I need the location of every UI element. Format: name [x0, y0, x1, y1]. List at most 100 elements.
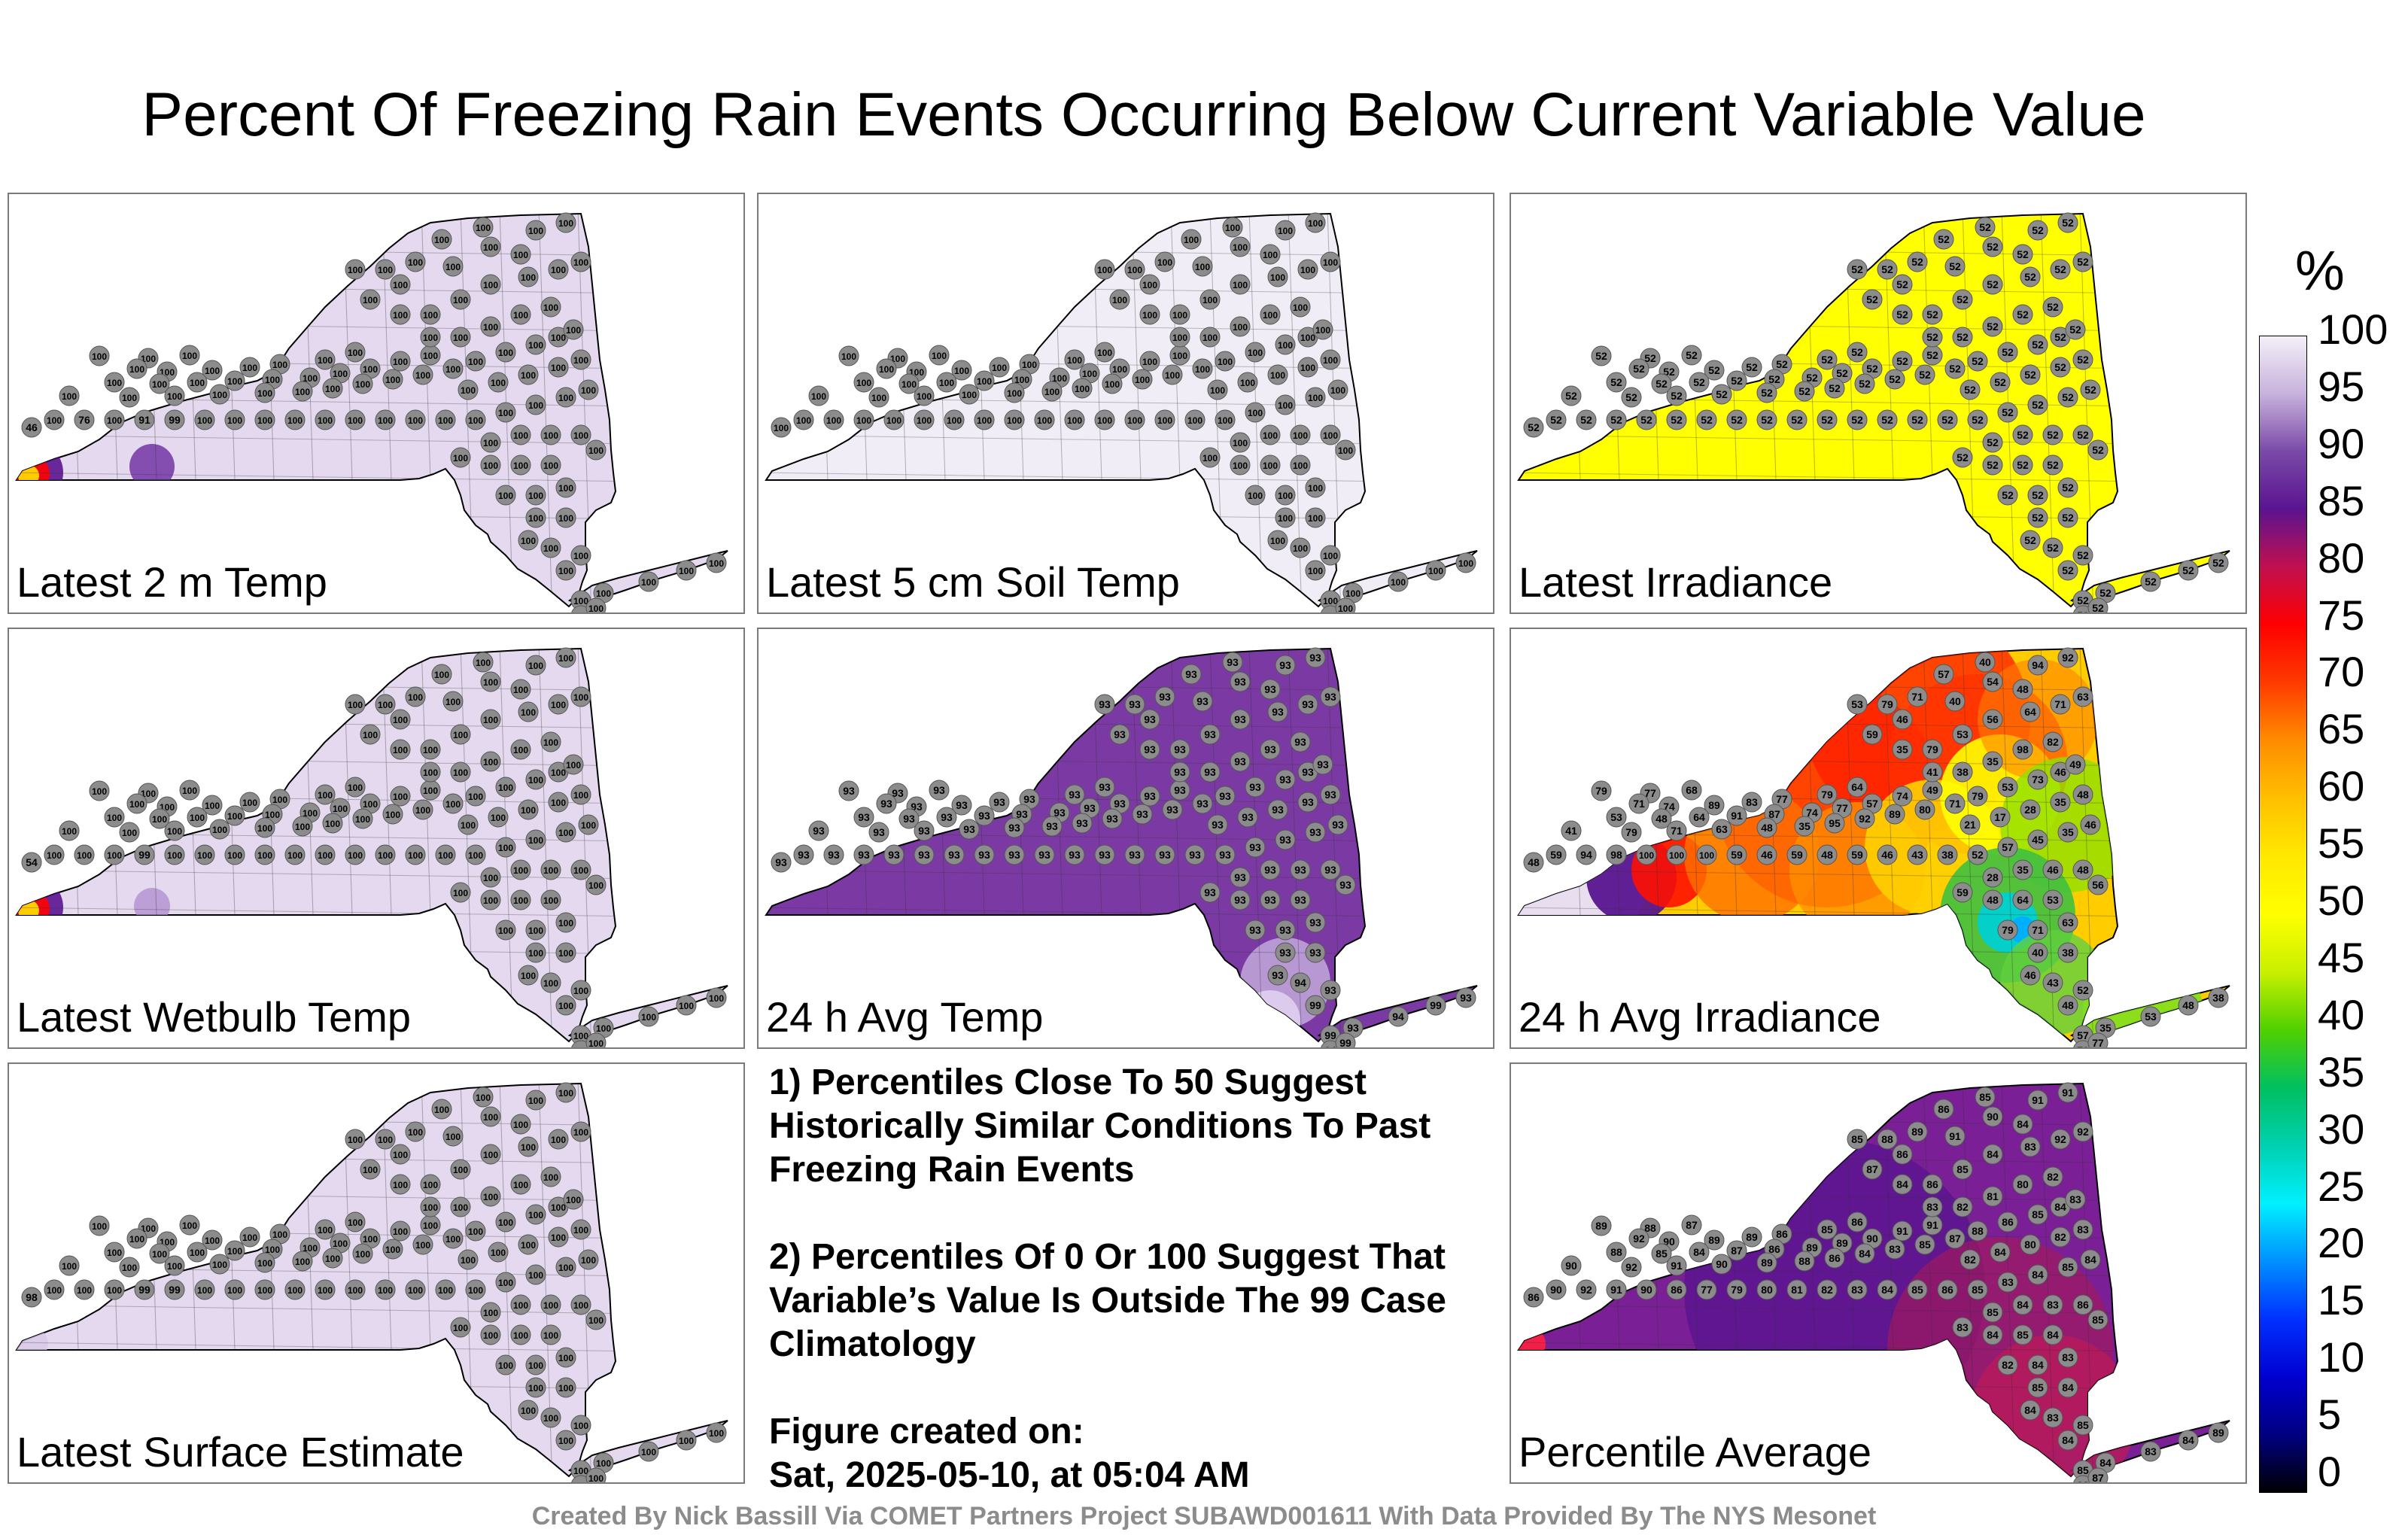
station-marker — [1982, 454, 2003, 476]
station-value: 100 — [551, 700, 566, 710]
station-value: 100 — [513, 1180, 528, 1190]
station-marker — [929, 780, 950, 801]
station-value: 71 — [1911, 691, 1923, 703]
station-value: 100 — [856, 378, 871, 388]
station-marker — [412, 799, 433, 820]
station-value: 52 — [2002, 346, 2014, 358]
station-value: 100 — [558, 653, 573, 664]
station-value: 100 — [543, 1330, 558, 1341]
station-marker — [2042, 1294, 2063, 1315]
station-marker — [420, 327, 441, 348]
station-value: 100 — [318, 1285, 333, 1296]
station-value: 38 — [2062, 947, 2074, 959]
station-value: 100 — [92, 786, 107, 797]
station-value: 93 — [1144, 790, 1156, 802]
station-marker — [1139, 709, 1160, 730]
station-marker — [929, 345, 950, 366]
station-value: 100 — [513, 895, 528, 906]
station-marker — [808, 820, 829, 841]
panel-label: Latest 2 m Temp — [17, 558, 327, 606]
station-value: 79 — [2002, 924, 2014, 936]
station-value: 89 — [1595, 1220, 1607, 1232]
station-marker — [2057, 822, 2078, 843]
station-value: 100 — [566, 325, 581, 336]
station-marker — [1245, 342, 1266, 363]
station-value: 100 — [468, 415, 483, 426]
station-value: 100 — [1075, 384, 1090, 394]
station-value: 100 — [596, 1023, 611, 1034]
station-value: 100 — [573, 611, 588, 612]
station-value: 71 — [1633, 798, 1645, 810]
station-marker — [548, 357, 569, 378]
station-marker — [570, 1121, 591, 1142]
station-marker — [1523, 1287, 1544, 1308]
station-value: 100 — [573, 692, 588, 703]
station-marker — [898, 373, 920, 394]
station-marker — [1267, 530, 1288, 551]
station-value: 91 — [1926, 1219, 1938, 1231]
station-value: 100 — [295, 387, 310, 397]
station-marker — [1305, 942, 1326, 963]
station-value: 100 — [434, 1105, 449, 1115]
station-marker — [21, 417, 42, 438]
station-value: 93 — [1129, 849, 1141, 861]
station-value: 100 — [303, 808, 318, 819]
station-marker — [898, 808, 920, 829]
county-line — [766, 944, 1477, 956]
station-value: 89 — [1708, 1234, 1720, 1246]
station-value: 100 — [573, 1421, 588, 1431]
station-marker — [540, 424, 561, 445]
station-value: 52 — [1806, 372, 1818, 384]
station-value: 93 — [798, 849, 810, 861]
station-marker — [1907, 844, 1928, 865]
station-marker — [2057, 647, 2078, 668]
station-value: 52 — [1821, 354, 1833, 366]
station-value: 84 — [1859, 1248, 1871, 1260]
station-value: 100 — [558, 828, 573, 838]
station-value: 100 — [483, 1192, 498, 1202]
station-marker — [540, 889, 561, 910]
station-value: 100 — [1142, 310, 1157, 321]
station-value: 52 — [1640, 414, 1652, 426]
station-marker — [570, 1294, 591, 1315]
station-value: 93 — [858, 849, 870, 861]
station-value: 100 — [227, 811, 242, 822]
station-value: 52 — [1926, 309, 1938, 321]
station-marker — [480, 1106, 501, 1127]
station-marker — [1215, 409, 1236, 430]
station-value: 100 — [378, 1135, 393, 1145]
station-value: 100 — [107, 813, 122, 823]
station-value: 84 — [2047, 1329, 2059, 1341]
station-marker — [1267, 364, 1288, 385]
station-marker — [2012, 244, 2033, 265]
station-value: 100 — [423, 1180, 438, 1190]
station-value: 52 — [2054, 263, 2066, 275]
station-marker — [876, 358, 897, 379]
station-value: 89 — [1911, 1126, 1923, 1138]
station-marker — [1004, 844, 1025, 865]
station-marker — [435, 1279, 456, 1300]
station-value: 100 — [1278, 513, 1293, 524]
station-value: 100 — [498, 1360, 513, 1371]
station-value: 100 — [513, 1300, 528, 1311]
station-marker — [1230, 236, 1251, 257]
station-value: 52 — [2062, 512, 2074, 524]
station-value: 93 — [1159, 691, 1171, 703]
station-value: 100 — [641, 1012, 656, 1023]
station-marker — [1139, 351, 1160, 372]
station-value: 100 — [1293, 430, 1308, 441]
station-marker — [1094, 777, 1115, 798]
station-marker — [1786, 409, 1808, 430]
station-value: 100 — [551, 768, 566, 778]
station-value: 100 — [483, 873, 498, 883]
station-value: 100 — [1699, 850, 1714, 861]
station-value: 93 — [1309, 826, 1321, 838]
station-marker — [1877, 409, 1898, 430]
station-marker — [1982, 1302, 2003, 1323]
station-marker — [914, 385, 935, 406]
county-line — [1519, 944, 2230, 956]
station-value: 84 — [2062, 1434, 2074, 1446]
station-value: 100 — [521, 1142, 536, 1153]
station-value: 100 — [272, 1230, 287, 1240]
